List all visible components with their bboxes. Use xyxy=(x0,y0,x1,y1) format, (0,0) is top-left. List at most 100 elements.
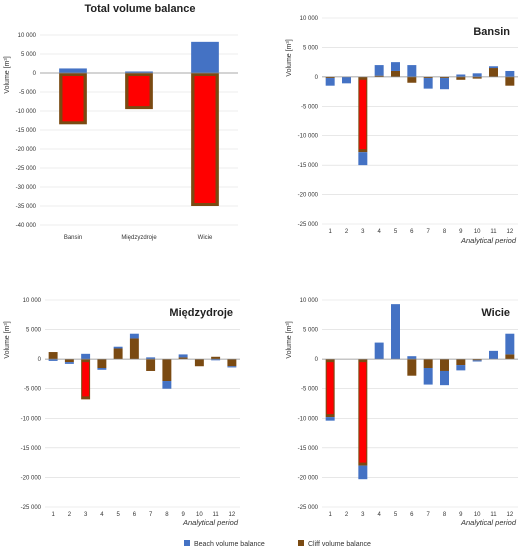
chart-2: Bansin 10 000 5 000 0 -5 000 -10 000 -15 000 -2… xyxy=(286,16,518,245)
x-tick-label: 4 xyxy=(100,512,104,518)
beach-bar xyxy=(374,342,384,360)
beach-bar xyxy=(97,368,107,370)
x-tick-label: 11 xyxy=(490,229,497,235)
cliff-bar xyxy=(178,357,188,360)
cliff-bar xyxy=(211,356,221,360)
beach-bar xyxy=(407,356,417,360)
cliff-bar-overlay xyxy=(194,76,216,203)
y-tick-label: -20 000 xyxy=(16,147,37,153)
x-tick-label: 9 xyxy=(459,512,463,518)
x-axis-title: Analytical period xyxy=(460,236,517,245)
chart-4: Wicie 10 000 5 000 0 -5 000 -10 000 -15 000 -20… xyxy=(286,298,518,527)
y-tick-label: 5 000 xyxy=(26,328,42,334)
cliff-bar xyxy=(505,354,515,360)
y-tick-label: -25 000 xyxy=(21,505,42,511)
beach-bar xyxy=(505,333,515,355)
beach-bar xyxy=(407,65,417,77)
x-tick-label: 1 xyxy=(328,229,332,235)
x-tick-label: 12 xyxy=(506,229,513,235)
legend-cliff-label: Cliff volume balance xyxy=(308,541,371,548)
y-tick-label: 10 000 xyxy=(300,16,319,22)
x-tick-label: 2 xyxy=(345,229,349,235)
x-tick-label: 3 xyxy=(361,229,365,235)
y-tick-label: 0 xyxy=(315,357,319,363)
beach-bar xyxy=(162,381,172,389)
chart-title: Wicie xyxy=(481,307,510,319)
beach-bar xyxy=(472,73,482,77)
beach-bar xyxy=(64,362,74,364)
y-tick-label: -10 000 xyxy=(298,134,319,140)
y-tick-label: -25 000 xyxy=(298,505,319,511)
beach-bar xyxy=(505,70,515,77)
x-tick-label: 9 xyxy=(459,229,463,235)
y-tick-label: -20 000 xyxy=(298,193,319,199)
x-tick-label: 3 xyxy=(84,512,88,518)
x-tick-label: 6 xyxy=(410,512,414,518)
x-tick-label: 7 xyxy=(426,512,430,518)
chart-1: Total volume balance 10 000 5 000 0 -5 000 -1… xyxy=(4,3,238,241)
x-tick-label: Międzyzdroje xyxy=(121,235,157,241)
chart-title: Międzydroje xyxy=(169,307,233,319)
cliff-bar xyxy=(97,359,107,369)
y-axis-title: Volume [m³] xyxy=(4,321,11,358)
y-tick-label: -10 000 xyxy=(21,416,42,422)
y-tick-label: -5 000 xyxy=(24,387,42,393)
x-tick-label: 2 xyxy=(345,512,349,518)
cliff-bar xyxy=(407,359,417,376)
y-tick-label: -35 000 xyxy=(16,204,37,210)
cliff-bar xyxy=(227,359,237,367)
cliff-bar xyxy=(440,76,449,79)
x-tick-label: 11 xyxy=(490,512,497,518)
beach-bar xyxy=(358,152,368,166)
beach-bar xyxy=(129,333,139,339)
x-tick-label: 8 xyxy=(443,512,447,518)
y-tick-label: -15 000 xyxy=(16,128,37,134)
cliff-bar xyxy=(64,359,74,363)
y-tick-label: -10 000 xyxy=(298,416,319,422)
x-tick-label: 9 xyxy=(181,512,185,518)
y-tick-label: 10 000 xyxy=(18,33,37,39)
y-tick-label: 5 000 xyxy=(303,45,319,51)
cliff-bar xyxy=(440,359,449,371)
beach-bar xyxy=(440,370,449,386)
y-tick-label: 5 000 xyxy=(303,328,319,334)
cliff-bar xyxy=(391,70,400,77)
cliff-bar xyxy=(472,359,482,361)
chart-title: Bansin xyxy=(473,26,510,38)
beach-bar xyxy=(472,360,482,362)
cliff-bar xyxy=(505,76,515,86)
x-tick-label: 5 xyxy=(394,512,398,518)
x-axis-title: Analytical period xyxy=(182,518,239,527)
beach-bar xyxy=(440,78,449,90)
cliff-bar xyxy=(456,359,466,366)
y-tick-label: -15 000 xyxy=(298,163,319,169)
beach-bar xyxy=(59,68,87,73)
cliff-bar xyxy=(407,76,417,83)
x-tick-label: 5 xyxy=(116,512,120,518)
beach-bar xyxy=(191,41,219,73)
beach-bar xyxy=(325,78,335,86)
x-tick-label: 8 xyxy=(443,229,447,235)
x-tick-label: 7 xyxy=(426,229,430,235)
y-tick-label: 10 000 xyxy=(23,298,42,304)
y-tick-label: -15 000 xyxy=(21,446,42,452)
cliff-bar xyxy=(456,76,466,80)
cliff-bar xyxy=(146,359,156,371)
cliff-bar xyxy=(423,359,433,369)
y-tick-label: -25 000 xyxy=(298,222,319,228)
x-tick-label: 10 xyxy=(474,229,481,235)
beach-bar xyxy=(178,354,188,358)
y-tick-label: -5 000 xyxy=(301,104,319,110)
beach-bar xyxy=(391,304,400,360)
beach-bar xyxy=(125,71,153,73)
beach-bar xyxy=(227,366,237,368)
cliff-bar xyxy=(129,338,139,360)
x-tick-label: 6 xyxy=(133,512,137,518)
legend-cliff-swatch xyxy=(298,540,304,546)
cliff-bar xyxy=(489,68,498,77)
beach-bar xyxy=(81,353,91,360)
x-tick-label: 3 xyxy=(361,512,365,518)
x-tick-label: 8 xyxy=(165,512,169,518)
